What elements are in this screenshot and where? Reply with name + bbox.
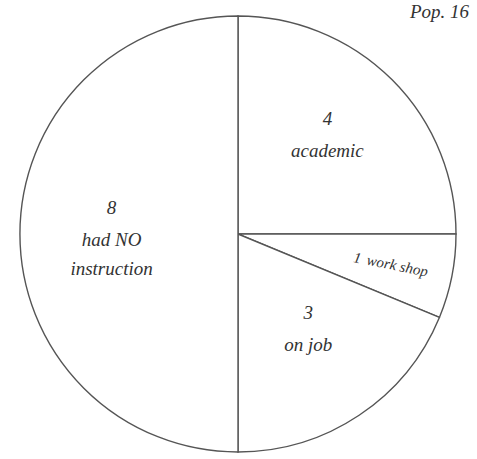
data-label: 1	[352, 249, 362, 266]
title: Pop. 16	[409, 1, 470, 22]
pie-slice	[20, 16, 238, 452]
data-label: 3	[302, 302, 313, 323]
chart: Pop. 16 academic 4 1work shop on job 3 had NOi…	[0, 0, 477, 459]
category-label: work shop	[365, 252, 430, 280]
pie-slice	[238, 234, 439, 452]
labels: academic 4 1work shop on job 3 had NOinstruct…	[70, 108, 430, 356]
data-label: 4	[323, 108, 333, 129]
pie-slice	[238, 16, 456, 234]
slice-label-group: 1work shop	[352, 249, 430, 280]
category-label: had NOinstruction	[70, 229, 152, 279]
pie	[20, 16, 456, 452]
category-label: on job	[284, 334, 332, 355]
category-label: academic	[291, 140, 364, 161]
data-label: 8	[107, 197, 117, 218]
